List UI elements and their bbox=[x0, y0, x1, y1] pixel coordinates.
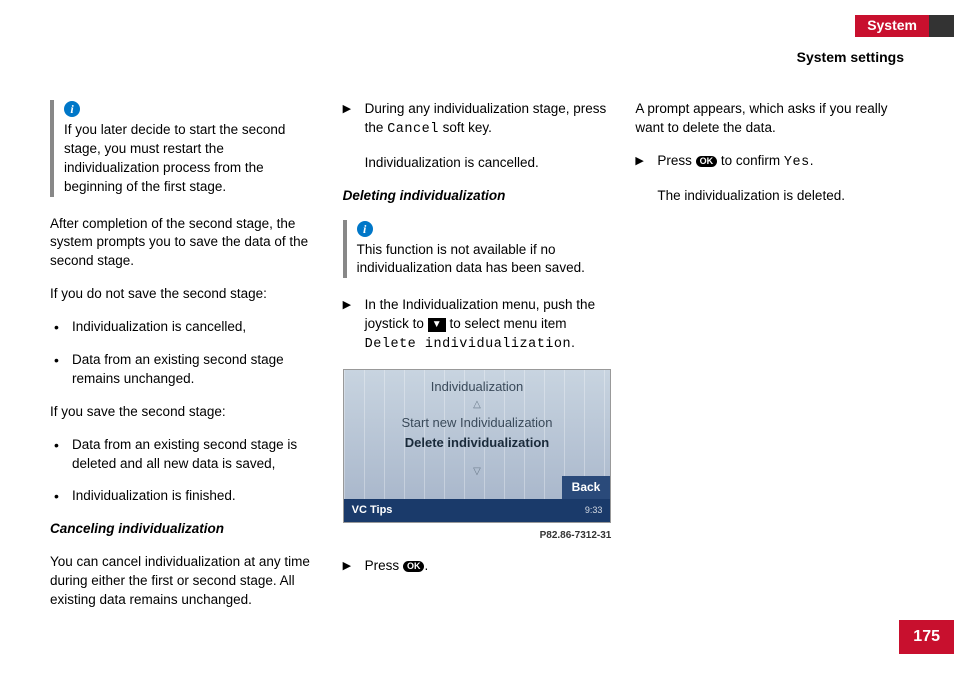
column-2: During any individualization stage, pres… bbox=[343, 100, 612, 624]
list-item: Individualization is finished. bbox=[50, 487, 319, 506]
screenshot-back-button: Back bbox=[562, 476, 611, 499]
list-item: Data from an existing second stage remai… bbox=[50, 351, 319, 389]
info-text: If you later decide to start the second … bbox=[64, 121, 319, 197]
body-text: If you do not save the second stage: bbox=[50, 285, 319, 304]
step-text: soft key. bbox=[439, 120, 492, 135]
step-item: Press OK. bbox=[343, 557, 612, 576]
bullet-list: Data from an existing second stage is de… bbox=[50, 436, 319, 507]
info-box: i This function is not available if no i… bbox=[343, 220, 612, 279]
header-banner-text: System bbox=[855, 15, 929, 37]
step-text: Press bbox=[365, 558, 403, 573]
step-result: The individualization is deleted. bbox=[635, 187, 904, 206]
step-item: During any individualization stage, pres… bbox=[343, 100, 612, 140]
subheader: System settings bbox=[797, 48, 904, 68]
soft-key-label: Cancel bbox=[387, 122, 439, 137]
step-item: In the Individualization menu, push the … bbox=[343, 296, 612, 355]
info-icon: i bbox=[357, 221, 373, 237]
triangle-up-icon: △ bbox=[352, 398, 603, 412]
screenshot-line: Start new Individualization bbox=[352, 414, 603, 432]
list-item: Individualization is cancelled, bbox=[50, 318, 319, 337]
page-body: i If you later decide to start the secon… bbox=[50, 100, 904, 624]
screenshot-footer: VC Tips 9:33 bbox=[344, 499, 611, 522]
step-text: . bbox=[424, 558, 428, 573]
info-icon: i bbox=[64, 101, 80, 117]
screenshot-time: 9:33 bbox=[585, 504, 603, 517]
screenshot-body: Individualization △ Start new Individual… bbox=[344, 370, 611, 499]
step-item: Press OK to confirm Yes. bbox=[635, 152, 904, 173]
step-text: Press bbox=[657, 153, 695, 168]
body-text: You can cancel individualization at any … bbox=[50, 553, 319, 610]
info-box: i If you later decide to start the secon… bbox=[50, 100, 319, 197]
section-heading: Deleting individualization bbox=[343, 187, 612, 206]
ok-button-icon: OK bbox=[696, 156, 718, 167]
body-text: If you save the second stage: bbox=[50, 403, 319, 422]
step-text: to confirm bbox=[717, 153, 784, 168]
column-3: A prompt appears, which asks if you real… bbox=[635, 100, 904, 624]
screenshot-line: Individualization bbox=[352, 378, 603, 396]
joystick-down-icon: ▼ bbox=[428, 318, 446, 332]
header-banner-tab bbox=[929, 15, 954, 37]
body-text: After completion of the second stage, th… bbox=[50, 215, 319, 272]
bullet-list: Individualization is cancelled, Data fro… bbox=[50, 318, 319, 389]
step-text: to select menu item bbox=[446, 316, 567, 331]
info-text: This function is not available if no ind… bbox=[357, 241, 612, 279]
ok-button-icon: OK bbox=[403, 561, 425, 572]
step-result: Individualization is cancelled. bbox=[343, 154, 612, 173]
column-1: i If you later decide to start the secon… bbox=[50, 100, 319, 624]
list-item: Data from an existing second stage is de… bbox=[50, 436, 319, 474]
body-text: A prompt appears, which asks if you real… bbox=[635, 100, 904, 138]
page-number: 175 bbox=[899, 620, 954, 654]
screenshot-line-selected: Delete individualization bbox=[352, 434, 603, 452]
section-heading: Canceling individualization bbox=[50, 520, 319, 539]
option-label: Yes bbox=[784, 155, 810, 170]
screenshot-footer-label: VC Tips bbox=[352, 503, 393, 518]
step-text: . bbox=[810, 153, 814, 168]
device-screenshot: Individualization △ Start new Individual… bbox=[343, 369, 612, 523]
image-caption: P82.86-7312-31 bbox=[343, 529, 612, 543]
header-banner: System bbox=[855, 15, 954, 37]
step-text: . bbox=[571, 335, 575, 350]
menu-item-label: Delete individualization bbox=[365, 337, 571, 352]
